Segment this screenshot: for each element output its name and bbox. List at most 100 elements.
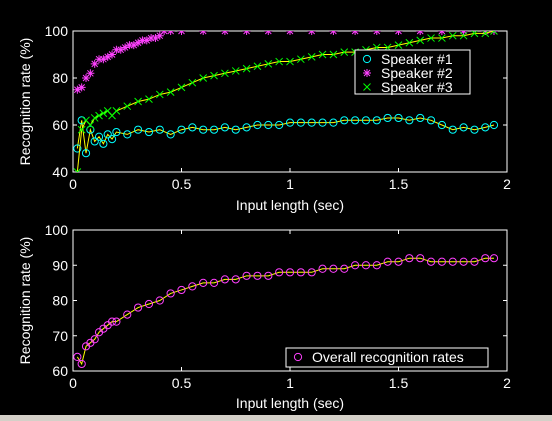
data-point [489,254,499,263]
data-point [285,118,295,127]
data-point [166,31,175,35]
data-point [416,254,425,263]
data-point [318,118,327,127]
data-point [405,254,414,263]
data-point [86,125,95,134]
x-tick-label: 0.5 [172,176,192,192]
x-tick-label: 0 [69,375,77,391]
x-tick-label: 2 [503,375,511,391]
data-point [177,31,186,35]
data-point [125,41,134,50]
y-tick-label: 70 [52,328,68,344]
legend: Overall recognition rates [285,347,489,368]
data-point [81,149,91,158]
legend-marker [362,54,372,64]
data-point [210,71,218,80]
data-point [121,43,130,52]
data-point [155,31,164,40]
data-point [155,90,164,99]
plot-area [73,31,499,172]
data-point [199,74,208,82]
data-point [77,83,86,92]
data-point [73,352,82,361]
data-point [296,55,305,64]
legend-entry: Overall recognition rates [312,349,464,365]
data-point [416,113,425,123]
y-tick-label: 40 [52,164,68,180]
x-tick-label: 1 [286,375,294,391]
data-point [242,271,251,280]
data-point [134,303,143,312]
data-point [73,144,82,153]
data-point [242,123,251,132]
x-tick-label: 0.5 [172,375,192,391]
data-point [166,289,175,298]
data-point [470,125,479,134]
data-point [448,257,457,266]
data-point [329,118,338,127]
window-bottom-edge [0,415,552,421]
data-point [90,137,99,146]
data-point [188,78,197,87]
data-point [490,31,498,35]
data-point [307,118,316,127]
legend-marker [363,69,371,77]
data-point [86,69,95,78]
legend-box [285,347,489,368]
data-point [318,50,327,59]
data-point [351,116,360,125]
data-point [285,268,295,277]
data-point [112,107,121,115]
y-tick-label: 90 [52,257,68,273]
data-point [107,135,117,144]
data-point [275,268,284,277]
y-tick-label: 80 [52,293,68,309]
y-axis-label: Recognition rate (%) [17,38,33,166]
data-point [95,111,103,120]
data-point [351,261,360,270]
data-point [437,31,446,35]
data-point [73,168,82,172]
data-point [199,125,208,134]
data-point [459,123,468,132]
data-point [90,59,99,68]
y-tick-label: 60 [52,363,68,379]
data-point [372,116,381,125]
data-point [242,31,251,35]
data-point [383,257,392,266]
data-point [209,125,219,134]
data-point [253,62,262,71]
x-axis-label: Input length (sec) [236,197,344,213]
y-tick-label: 100 [45,222,69,238]
data-point [144,299,154,309]
data-point [86,121,95,129]
data-point [123,102,132,111]
x-axis-label: Input length (sec) [236,395,344,411]
data-point [147,34,156,43]
data-point [307,31,316,35]
data-point [231,67,240,75]
data-point [77,116,86,125]
data-point [151,34,160,43]
data-point [264,271,273,280]
legend-box [354,49,471,95]
y-axis-label: Recognition rate (%) [17,237,33,365]
top-chart: 0 0.5 1 1.5 2 40 60 80 100 Input length (sec) Reco… [17,23,511,213]
data-point [77,359,86,369]
data-point [142,36,151,45]
data-point [264,60,273,68]
data-point [177,83,186,92]
data-point [340,264,349,273]
data-point [231,275,240,284]
data-point [123,130,132,139]
data-point [361,261,371,270]
legend-marker [363,83,371,91]
data-point [470,31,479,38]
data-point [394,257,403,266]
x-tick-label: 2 [503,176,511,192]
data-point [481,123,490,132]
data-point [112,317,121,326]
plot-area [73,254,499,369]
data-point [108,50,117,59]
data-point [253,271,262,280]
